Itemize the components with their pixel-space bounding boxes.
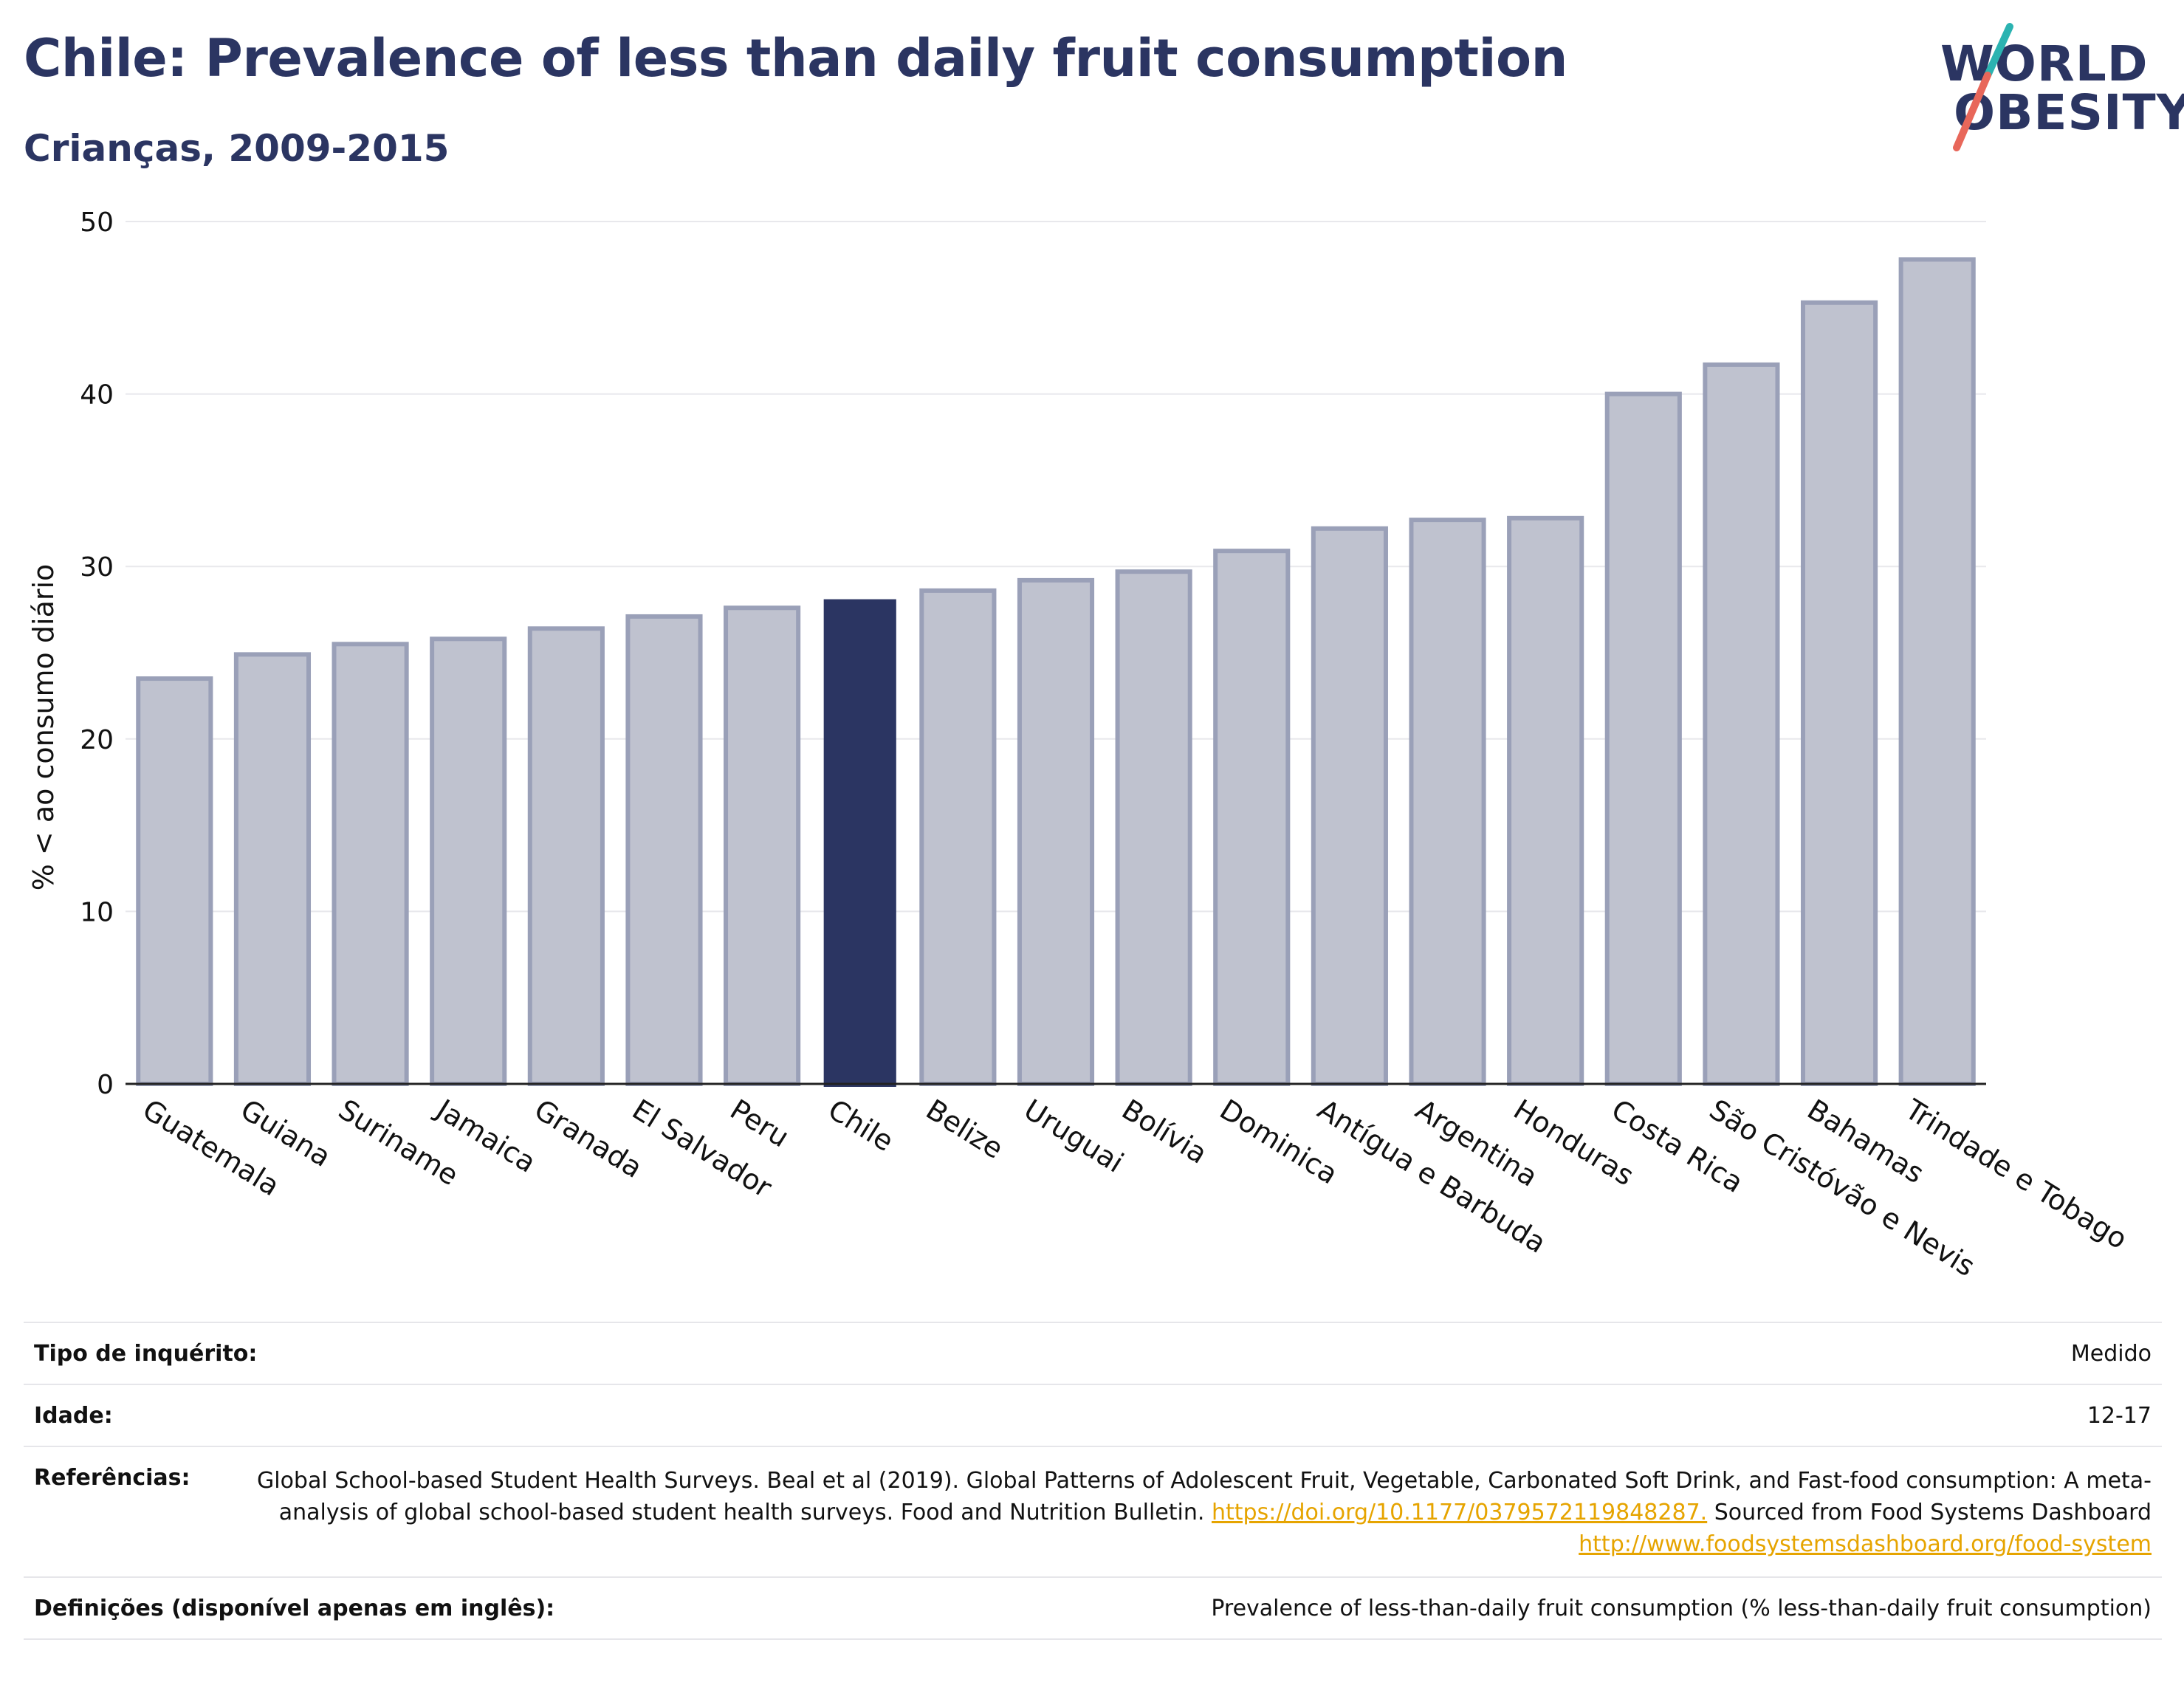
survey-type-value: Medido <box>2070 1341 2152 1367</box>
info-row-references: Referências: Global School-based Student… <box>24 1446 2162 1576</box>
chart-title: Chile: Prevalence of less than daily fru… <box>24 28 1567 89</box>
bar-trindade-e-tobago[interactable] <box>1898 257 1976 1087</box>
bars <box>136 257 1976 1087</box>
x-tick-label: Bolívia <box>1116 1093 1213 1170</box>
age-value: 12-17 <box>2087 1403 2152 1429</box>
info-row-definitions: Definições (disponível apenas em inglês)… <box>24 1576 2162 1640</box>
bar-guiana[interactable] <box>233 652 312 1086</box>
bar-ant-gua-e-barbuda[interactable] <box>1311 526 1388 1087</box>
age-label: Idade: <box>34 1403 113 1429</box>
definitions-value: Prevalence of less-than-daily fruit cons… <box>1211 1596 2152 1621</box>
y-tick-label: 40 <box>80 380 114 411</box>
bar-granada[interactable] <box>527 626 605 1086</box>
references-text-1: Global School-based Student Health Surve… <box>256 1468 2152 1525</box>
food-systems-dashboard-link[interactable]: http://www.foodsystemsdashboard.org/food… <box>1579 1531 2152 1557</box>
x-tick-label: Belize <box>921 1093 1009 1165</box>
logo-line-world: WORLD <box>1940 35 2149 92</box>
x-tick-label: Granada <box>529 1093 648 1184</box>
doi-link[interactable]: https://doi.org/10.1177/0379572119848287… <box>1211 1500 1708 1525</box>
bar-dominica[interactable] <box>1213 549 1291 1086</box>
bar-bol-via[interactable] <box>1115 569 1192 1086</box>
bar-chile[interactable] <box>823 599 896 1087</box>
y-tick-label: 30 <box>80 552 114 583</box>
bar-belize[interactable] <box>919 588 997 1086</box>
info-table: Tipo de inquérito: Medido Idade: 12-17 R… <box>24 1322 2162 1640</box>
bar-argentina[interactable] <box>1409 518 1486 1086</box>
references-text-2: Sourced from Food Systems Dashboard <box>1714 1500 2152 1525</box>
definitions-label: Definições (disponível apenas em inglês)… <box>34 1596 555 1621</box>
bar-uruguai[interactable] <box>1017 577 1095 1086</box>
x-tick-label: Peru <box>724 1093 794 1153</box>
references-value: Global School-based Student Health Surve… <box>235 1465 2152 1560</box>
references-label: Referências: <box>34 1465 190 1491</box>
bar-bahamas[interactable] <box>1800 300 1878 1087</box>
logo-line-obesity: OBESITY <box>1954 84 2184 141</box>
x-tick-label: Uruguai <box>1018 1093 1129 1179</box>
y-tick-label: 50 <box>80 207 114 238</box>
info-row-age: Idade: 12-17 <box>24 1384 2162 1446</box>
y-axis-label: % < ao consumo diário <box>27 564 60 891</box>
bar-costa-rica[interactable] <box>1604 391 1682 1087</box>
bar-suriname[interactable] <box>332 642 409 1086</box>
bar-honduras[interactable] <box>1507 515 1584 1086</box>
logo-slash-icon <box>1953 23 2013 151</box>
y-tick-label: 10 <box>80 897 114 927</box>
y-tick-label: 20 <box>80 725 114 755</box>
bar-chart: 01020304050GuatemalaGuianaSurinameJamaic… <box>27 207 2133 1277</box>
world-obesity-logo: WORLD OBESITY <box>1927 22 2184 162</box>
survey-type-label: Tipo de inquérito: <box>34 1341 258 1367</box>
bar-guatemala[interactable] <box>136 676 213 1086</box>
bar-peru[interactable] <box>724 605 801 1086</box>
bar-jamaica[interactable] <box>430 636 507 1086</box>
bar-s-o-crist-v-o-e-nevis[interactable] <box>1703 362 1780 1086</box>
x-tick-label: Chile <box>823 1093 899 1158</box>
y-tick-label: 0 <box>97 1070 114 1100</box>
bar-el-salvador[interactable] <box>625 614 703 1086</box>
chart-subtitle: Crianças, 2009-2015 <box>24 127 450 170</box>
info-row-survey-type: Tipo de inquérito: Medido <box>24 1322 2162 1384</box>
